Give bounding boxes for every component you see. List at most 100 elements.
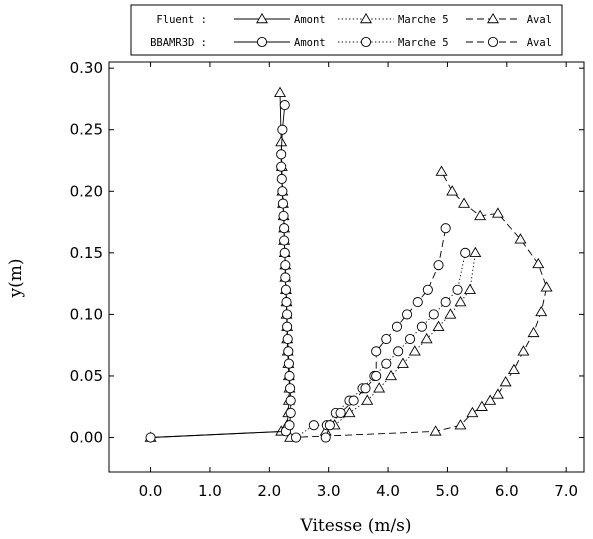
series-fluent-aval xyxy=(284,165,553,442)
data-point-circle xyxy=(290,432,302,443)
data-point-circle xyxy=(277,198,289,209)
data-point-triangle xyxy=(274,86,286,97)
x-tick-label: 2.0 xyxy=(257,482,281,500)
data-point-circle xyxy=(335,407,346,418)
legend-marker-circle xyxy=(360,36,372,48)
y-axis-label: y(m) xyxy=(6,259,26,299)
data-point-circle xyxy=(285,383,296,394)
data-point-circle xyxy=(283,346,294,357)
data-point-circle xyxy=(402,309,413,320)
data-point-triangle xyxy=(432,320,445,331)
data-point-circle xyxy=(393,346,404,357)
data-point-circle xyxy=(276,173,287,185)
series-line xyxy=(150,105,292,438)
data-point-circle xyxy=(348,395,359,406)
data-point-circle xyxy=(412,297,423,308)
data-point-circle xyxy=(308,420,319,431)
y-tick-label: 0.10 xyxy=(70,305,103,323)
data-point-circle xyxy=(381,358,392,369)
data-point-circle xyxy=(279,223,290,234)
legend-box xyxy=(130,4,563,56)
data-point-triangle xyxy=(491,207,504,218)
x-tick-label: 6.0 xyxy=(495,482,519,500)
data-point-triangle xyxy=(420,332,433,344)
y-tick-label: 0.25 xyxy=(70,121,103,139)
data-point-triangle xyxy=(454,295,467,307)
data-point-circle xyxy=(284,420,295,431)
data-point-triangle xyxy=(466,406,479,418)
data-point-circle xyxy=(371,346,382,357)
data-point-circle xyxy=(277,124,288,135)
data-point-triangle xyxy=(540,281,553,292)
data-point-circle xyxy=(280,272,291,283)
data-point-circle xyxy=(360,383,371,394)
data-point-circle xyxy=(285,407,296,418)
data-point-triangle xyxy=(343,406,356,418)
data-point-circle xyxy=(452,284,463,295)
legend-marker-triangle xyxy=(256,12,268,24)
series-fluent-marche-5 xyxy=(319,246,482,436)
data-point-triangle xyxy=(458,197,471,208)
data-point-triangle xyxy=(499,376,512,387)
x-tick-label: 1.0 xyxy=(198,482,222,500)
data-point-circle xyxy=(371,370,382,382)
x-tick-label: 7.0 xyxy=(554,482,578,500)
data-point-circle xyxy=(145,432,156,443)
data-point-triangle xyxy=(469,246,482,258)
data-point-triangle xyxy=(532,257,545,269)
data-point-circle xyxy=(440,223,451,234)
data-point-circle xyxy=(416,321,427,332)
series-line xyxy=(295,252,466,438)
data-point-circle xyxy=(280,284,291,295)
data-point-circle xyxy=(440,297,451,308)
data-point-circle xyxy=(324,420,335,431)
legend-entry-label: Marche 5 xyxy=(398,14,449,26)
data-point-triangle xyxy=(361,394,374,405)
data-point-triangle xyxy=(527,326,540,338)
legend-marker-triangle xyxy=(360,12,372,24)
data-point-circle xyxy=(460,247,471,258)
data-point-triangle xyxy=(444,308,457,319)
plot-frame xyxy=(108,61,585,473)
data-point-triangle xyxy=(396,357,409,368)
data-point-circle xyxy=(279,100,290,111)
data-point-circle xyxy=(279,235,290,246)
legend: Fluent : Amont Marche 5 Aval BBAMR3D : Amont M… xyxy=(130,4,563,56)
legend-marker-circle xyxy=(256,36,268,48)
legend-marker-circle xyxy=(487,36,499,48)
x-tick-label: 3.0 xyxy=(317,482,341,500)
data-point-triangle xyxy=(446,185,459,196)
series-bbamr3d-aval xyxy=(320,223,451,443)
data-point-triangle xyxy=(491,388,504,399)
series-bbamr3d-amont xyxy=(145,100,296,443)
data-point-triangle xyxy=(385,369,398,381)
data-point-triangle xyxy=(474,209,487,221)
legend-entry-label: Marche 5 xyxy=(398,37,449,49)
data-point-circle xyxy=(279,247,290,258)
data-point-circle xyxy=(278,210,289,221)
data-point-circle xyxy=(433,260,444,271)
data-point-triangle xyxy=(514,233,527,244)
y-tick-label: 0.05 xyxy=(70,367,103,385)
x-tick-label: 4.0 xyxy=(376,482,400,500)
data-point-triangle xyxy=(408,345,421,356)
data-point-circle xyxy=(281,297,292,308)
data-point-triangle xyxy=(507,363,520,375)
data-point-circle xyxy=(320,432,331,443)
legend-marker-triangle xyxy=(487,12,499,24)
legend-entry-label: Amont xyxy=(294,37,326,49)
data-point-triangle xyxy=(373,382,386,393)
data-point-circle xyxy=(428,309,439,320)
legend-entry-label: Aval xyxy=(527,37,552,49)
data-point-triangle xyxy=(435,165,448,176)
data-point-circle xyxy=(381,333,392,345)
data-point-triangle xyxy=(484,394,497,405)
x-tick-label: 0.0 xyxy=(139,482,163,500)
series-line xyxy=(325,252,476,432)
series-layer xyxy=(144,86,553,443)
legend-group-label: BBAMR3D : xyxy=(150,37,207,49)
data-point-circle xyxy=(283,358,294,369)
series-fluent-amont xyxy=(144,86,296,442)
